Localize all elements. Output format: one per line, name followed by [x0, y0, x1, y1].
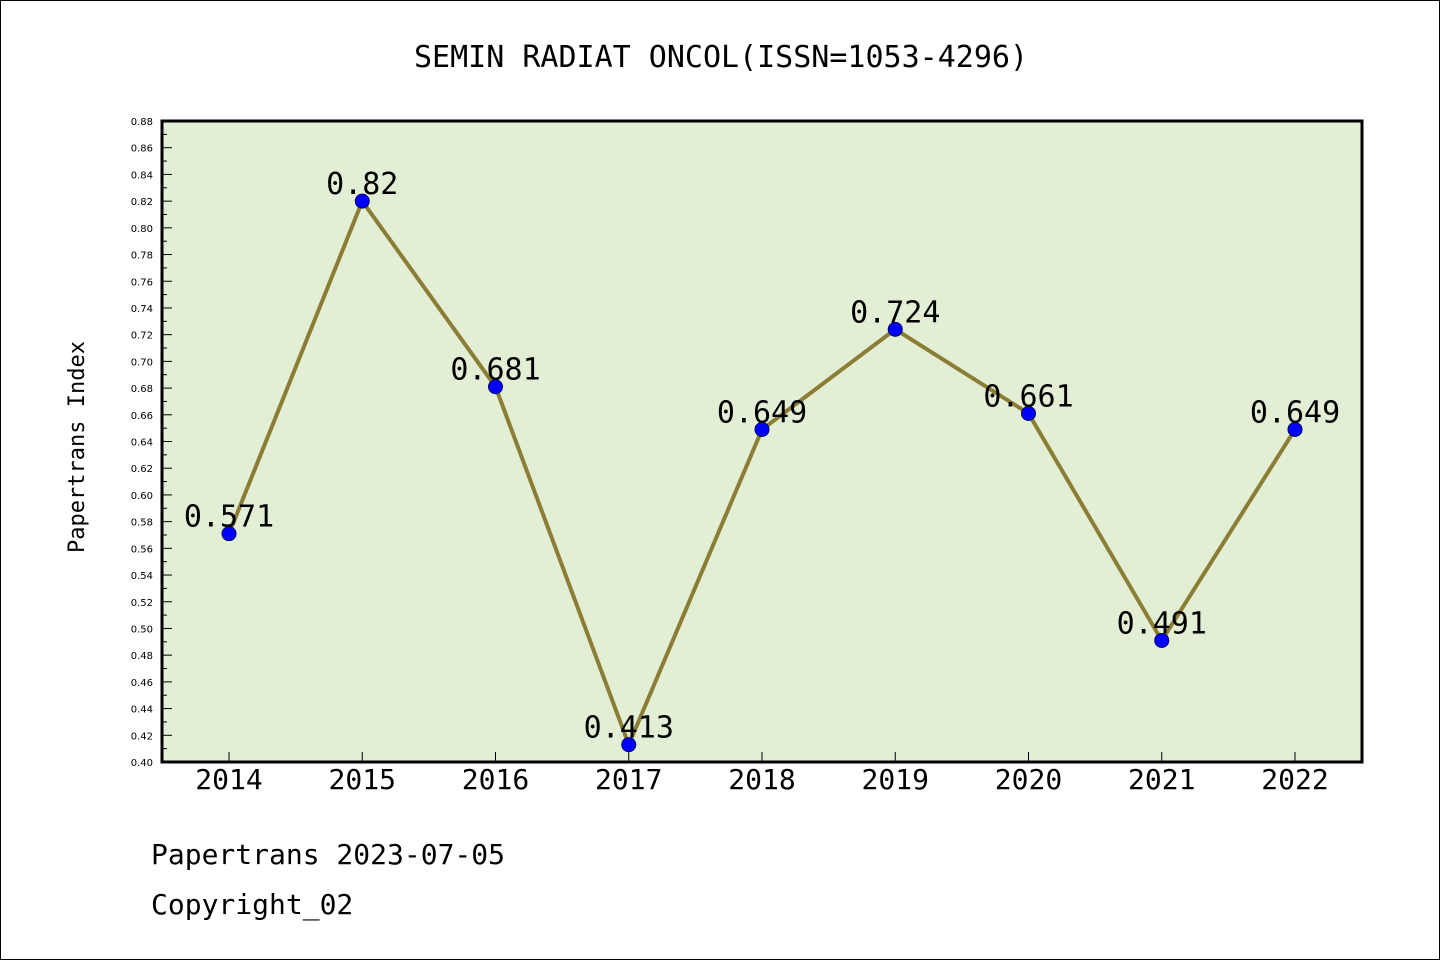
- data-point: [1154, 632, 1170, 648]
- x-tick-label: 2015: [329, 763, 396, 796]
- data-label: 0.681: [450, 353, 540, 388]
- footer-copyright: Copyright_02: [151, 888, 353, 922]
- y-tick-label: 0.52: [131, 598, 153, 609]
- x-tick-label: 2022: [1261, 763, 1328, 796]
- y-axis-ticks: 0.40 0.42 0.44 0.46 0.48 0.50 0.52 0.54 0.56 0.58…: [131, 117, 172, 769]
- data-point: [221, 526, 237, 542]
- y-tick-label: 0.42: [131, 731, 153, 742]
- y-tick-label: 0.66: [131, 411, 153, 422]
- x-tick-label: 2016: [462, 763, 529, 796]
- plot-border: [160, 119, 1364, 764]
- y-tick-label: 0.64: [131, 438, 153, 449]
- y-tick-label: 0.50: [131, 624, 153, 635]
- data-label: 0.82: [326, 167, 398, 202]
- y-tick-label: 0.86: [131, 144, 153, 155]
- x-tick-label: 2019: [862, 763, 929, 796]
- y-tick-label: 0.48: [131, 651, 153, 662]
- x-tick-label: 2014: [195, 763, 262, 796]
- data-label: 0.649: [717, 395, 807, 430]
- y-tick-label: 0.46: [131, 678, 153, 689]
- y-tick-label: 0.84: [131, 170, 153, 181]
- y-tick-label: 0.88: [131, 117, 153, 128]
- y-tick-label: 0.56: [131, 544, 153, 555]
- data-label: 0.649: [1250, 395, 1340, 430]
- data-point: [354, 193, 370, 209]
- data-point: [621, 737, 637, 753]
- data-point: [1287, 421, 1303, 437]
- series-layer: 0.571 0.82 0.681 0.413 0.649 0.724 0.661 0.491 0…: [184, 167, 1340, 753]
- data-label: 0.571: [184, 500, 274, 535]
- y-tick-label: 0.62: [131, 464, 153, 475]
- data-label: 0.661: [983, 379, 1073, 414]
- y-tick-label: 0.76: [131, 277, 153, 288]
- y-tick-label: 0.72: [131, 331, 153, 342]
- y-tick-label: 0.80: [131, 224, 153, 235]
- data-point: [1021, 405, 1036, 421]
- y-tick-label: 0.40: [131, 758, 153, 769]
- data-point: [887, 321, 903, 337]
- y-tick-label: 0.54: [131, 571, 153, 582]
- footer-date: Papertrans 2023-07-05: [151, 838, 505, 871]
- chart-title: SEMIN RADIAT ONCOL(ISSN=1053-4296): [414, 40, 1028, 75]
- y-tick-label: 0.60: [131, 491, 153, 502]
- x-tick-label: 2018: [728, 763, 795, 796]
- y-tick-label: 0.82: [131, 197, 153, 208]
- y-tick-label: 0.78: [131, 251, 153, 262]
- y-tick-label: 0.74: [131, 304, 153, 315]
- x-tick-label: 2017: [595, 763, 662, 796]
- x-axis-ticks: 2014 2015 2016 2017 2018 2019 2020 2021 2022: [195, 752, 1329, 796]
- y-tick-label: 0.68: [131, 384, 153, 395]
- data-label: 0.724: [850, 295, 940, 330]
- y-axis-label: Papertrans Index: [65, 341, 90, 553]
- y-tick-label: 0.44: [131, 705, 153, 716]
- y-tick-label: 0.58: [131, 518, 153, 529]
- data-point: [488, 379, 503, 395]
- data-label: 0.491: [1117, 606, 1207, 641]
- x-tick-label: 2020: [995, 763, 1062, 796]
- data-point: [754, 421, 770, 437]
- y-tick-label: 0.70: [131, 357, 153, 368]
- data-label: 0.413: [584, 711, 674, 746]
- x-tick-label: 2021: [1128, 763, 1195, 796]
- plot-area: [162, 121, 1362, 762]
